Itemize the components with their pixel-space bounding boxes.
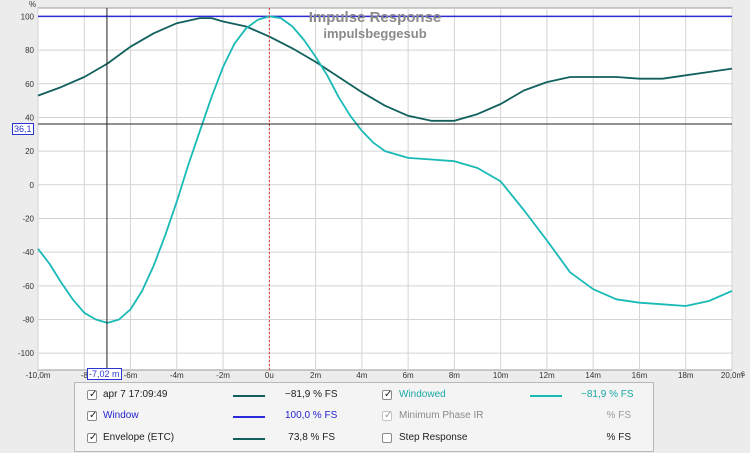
windowed-value: −81,9 % FS	[581, 389, 634, 400]
impulse-response-chart[interactable]: -10,0m -8 -6m -4m -2m 0u 2m 4m 6m 8m 10m 12m 14m 16m 1…	[0, 0, 750, 380]
y-tick-label: -20	[22, 214, 34, 223]
y-tick-label: -100	[18, 349, 35, 358]
window-swatch	[233, 416, 265, 418]
envelope-checkbox[interactable]: ✓	[87, 432, 98, 443]
x-tick-label: -2m	[216, 371, 230, 380]
x-tick-label: 14m	[585, 371, 601, 380]
y-tick-label: -60	[22, 282, 34, 291]
cursor-x-readout: -7,02 m	[87, 368, 122, 380]
check-icon: ✓	[384, 410, 393, 421]
y-tick-label: -80	[22, 315, 34, 324]
check-icon: ✓	[89, 432, 98, 443]
x-tick-label: 6m	[403, 371, 414, 380]
envelope-value: 73,8 % FS	[288, 432, 335, 443]
minimum-phase-label: Minimum Phase IR	[399, 410, 484, 421]
chart-subtitle: impulsbeggesub	[323, 26, 426, 41]
y-tick-label: -40	[22, 248, 34, 257]
x-tick-label: -4m	[170, 371, 184, 380]
minimum-phase-value: % FS	[606, 410, 631, 421]
x-tick-label: 10m	[493, 371, 509, 380]
measurement-label: apr 7 17:09:49	[103, 389, 168, 400]
legend-row-envelope: ✓ Envelope (ETC) 73,8 % FS Step Response…	[75, 428, 653, 448]
y-tick-label: 60	[25, 80, 34, 89]
y-tick-label: 20	[25, 147, 34, 156]
x-tick-label: -6m	[124, 371, 138, 380]
x-tick-label: 20,0m	[721, 371, 744, 380]
x-axis-unit-label: s	[741, 369, 745, 378]
legend-row-window: ✓ Window 100,0 % FS ✓ Minimum Phase IR %…	[75, 406, 653, 426]
x-tick-label: 2m	[310, 371, 321, 380]
window-label: Window	[103, 410, 139, 421]
y-axis-unit-label: %	[29, 0, 36, 9]
x-tick-label: -8	[81, 371, 89, 380]
legend-panel: ✓ apr 7 17:09:49 −81,9 % FS ✓ Windowed −…	[74, 382, 654, 452]
y-tick-label: 80	[25, 46, 34, 55]
plot-area[interactable]	[37, 7, 733, 371]
measurement-swatch	[233, 395, 265, 397]
cursor-y-readout: 36,1	[12, 123, 34, 135]
step-response-label: Step Response	[399, 432, 468, 443]
window-value: 100,0 % FS	[285, 410, 338, 421]
x-tick-label: 4m	[356, 371, 367, 380]
minimum-phase-checkbox[interactable]: ✓	[382, 410, 393, 421]
windowed-swatch	[530, 395, 562, 397]
y-tick-label: 100	[21, 12, 35, 21]
x-tick-label: -10,0m	[26, 371, 51, 380]
envelope-label: Envelope (ETC)	[103, 432, 175, 443]
x-tick-label: 18m	[678, 371, 694, 380]
x-tick-label: 8m	[449, 371, 460, 380]
envelope-line	[37, 17, 733, 122]
x-tick-label: 12m	[539, 371, 555, 380]
check-icon: ✓	[89, 389, 98, 400]
step-response-checkbox[interactable]	[382, 433, 392, 443]
measurement-value: −81,9 % FS	[285, 389, 338, 400]
cursor-overlay	[38, 8, 732, 370]
y-tick-label: 40	[25, 113, 34, 122]
windowed-line	[37, 15, 733, 324]
windowed-label: Windowed	[399, 389, 446, 400]
y-tick-label: 0	[30, 181, 35, 190]
measurement-checkbox[interactable]: ✓	[87, 389, 98, 400]
legend-row-measurement: ✓ apr 7 17:09:49 −81,9 % FS ✓ Windowed −…	[75, 385, 653, 405]
series-lines	[37, 15, 733, 324]
check-icon: ✓	[384, 389, 393, 400]
check-icon: ✓	[89, 410, 98, 421]
envelope-swatch	[233, 438, 265, 440]
window-checkbox[interactable]: ✓	[87, 410, 98, 421]
x-tick-label: 16m	[632, 371, 648, 380]
step-response-value: % FS	[606, 432, 631, 443]
axis-ticks: -10,0m -8 -6m -4m -2m 0u 2m 4m 6m 8m 10m 12m 14m 16m 1…	[18, 12, 743, 380]
chart-title: Impulse Response	[309, 9, 442, 26]
windowed-checkbox[interactable]: ✓	[382, 389, 393, 400]
x-tick-label: 0u	[265, 371, 274, 380]
